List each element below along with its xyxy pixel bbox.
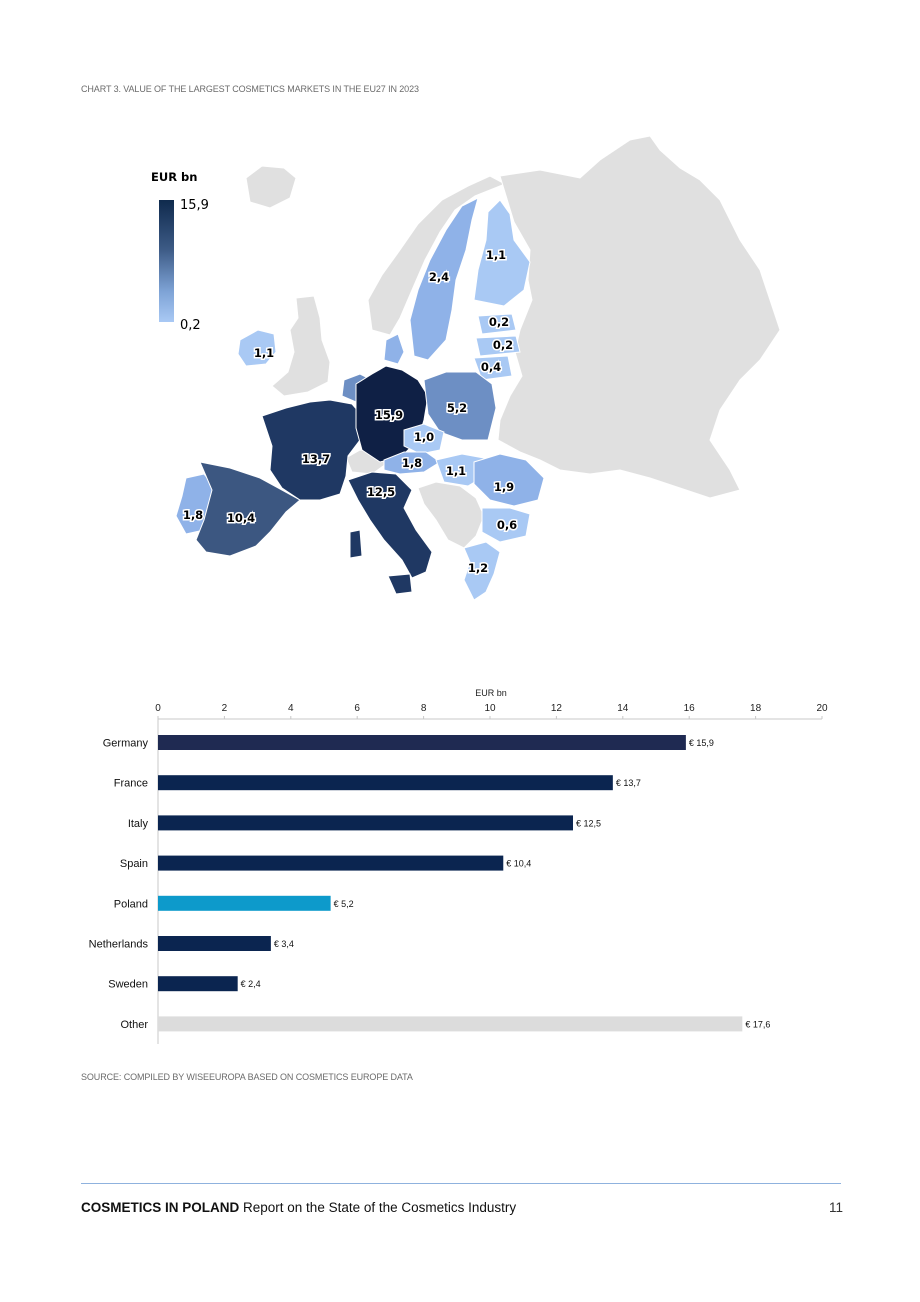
x-tick-label: 14 xyxy=(617,703,629,714)
category-label: Other xyxy=(120,1019,148,1031)
map-label-ireland: 1,1 xyxy=(254,346,274,360)
czechia-shape xyxy=(403,423,445,455)
map-label-lithuania: 0,4 xyxy=(481,360,501,374)
italy-shape xyxy=(347,471,433,579)
map-label-germany: 15,9 xyxy=(375,408,403,422)
balkans-shape xyxy=(417,481,485,549)
bar-france xyxy=(158,775,613,791)
non-eu-land xyxy=(245,135,781,549)
sweden-shape xyxy=(409,197,479,361)
bar-spain xyxy=(158,855,504,871)
category-label: Sweden xyxy=(108,979,148,991)
data-label: € 13,7 xyxy=(616,778,641,788)
sardinia-shape xyxy=(349,529,363,559)
data-label: € 3,4 xyxy=(274,939,294,949)
map-label-italy: 12,5 xyxy=(367,485,395,499)
data-label: € 10,4 xyxy=(506,859,531,869)
source-note: SOURCE: COMPILED BY WISEEUROPA BASED ON … xyxy=(81,1072,413,1082)
data-label: € 5,2 xyxy=(334,899,354,909)
map-label-portugal: 1,8 xyxy=(183,508,203,522)
bar-netherlands xyxy=(158,936,271,951)
x-axis-title: EUR bn xyxy=(475,688,507,698)
data-label: € 15,9 xyxy=(689,738,714,748)
map-label-spain: 10,4 xyxy=(227,511,255,525)
bar-germany xyxy=(158,735,686,750)
x-axis-ticks: 0 2 4 6 8 10 12 14 16 18 20 xyxy=(155,703,828,719)
legend-color-scale xyxy=(159,200,174,322)
map-label-czechia: 1,0 xyxy=(414,430,434,444)
x-tick-label: 4 xyxy=(288,703,294,714)
legend-min-value: 0,2 xyxy=(180,318,201,333)
bar-other xyxy=(158,1016,743,1032)
map-label-romania: 1,9 xyxy=(494,480,514,494)
data-label: € 17,6 xyxy=(745,1019,770,1029)
data-label: € 12,5 xyxy=(576,818,601,828)
bulgaria-shape xyxy=(481,507,531,543)
bar-italy xyxy=(158,815,573,831)
category-label: Germany xyxy=(103,738,149,750)
ireland-shape xyxy=(237,329,277,367)
x-tick-label: 18 xyxy=(750,703,762,714)
map-label-bulgaria: 0,6 xyxy=(497,518,517,532)
map-label-sweden: 2,4 xyxy=(429,270,449,284)
footer-divider xyxy=(81,1183,841,1184)
x-tick-label: 12 xyxy=(551,703,563,714)
spain-shape xyxy=(195,461,301,557)
x-tick-label: 0 xyxy=(155,703,161,714)
sicily-shape xyxy=(387,573,413,595)
x-tick-label: 8 xyxy=(421,703,427,714)
footer-brand: COSMETICS IN POLAND xyxy=(81,1200,240,1215)
bar-sweden xyxy=(158,976,238,992)
legend-title: EUR bn xyxy=(151,170,198,184)
category-label: Netherlands xyxy=(89,939,149,951)
finland-shape xyxy=(473,199,531,307)
page-number: 11 xyxy=(829,1200,844,1215)
eu-countries xyxy=(175,197,545,601)
map-label-finland: 1,1 xyxy=(486,248,506,262)
austria-shape xyxy=(383,451,441,475)
denmark-shape xyxy=(383,333,405,365)
data-label: € 2,4 xyxy=(241,979,261,989)
bar-poland xyxy=(158,895,331,911)
map-label-greece: 1,2 xyxy=(468,561,488,575)
footer-title: COSMETICS IN POLAND Report on the State … xyxy=(81,1200,516,1215)
bars: Germany € 15,9 France € 13,7 Italy € 12,5 Spai… xyxy=(89,735,770,1032)
map-label-hungary: 1,1 xyxy=(446,464,466,478)
uk-shape xyxy=(271,295,331,397)
map-label-poland: 5,2 xyxy=(447,401,467,415)
iceland-shape xyxy=(245,165,297,209)
legend-max-value: 15,9 xyxy=(180,198,209,213)
category-label: France xyxy=(114,778,148,790)
category-label: Italy xyxy=(128,818,149,830)
east-shape xyxy=(497,135,781,499)
romania-shape xyxy=(473,453,545,507)
x-tick-label: 6 xyxy=(354,703,360,714)
chart-caption: CHART 3. VALUE OF THE LARGEST COSMETICS … xyxy=(81,84,419,94)
map-label-estonia: 0,2 xyxy=(489,315,509,329)
category-label: Spain xyxy=(120,858,148,870)
x-tick-label: 16 xyxy=(684,703,696,714)
map-label-latvia: 0,2 xyxy=(493,338,513,352)
estonia-shape xyxy=(477,313,517,335)
lithuania-shape xyxy=(473,355,513,381)
x-tick-label: 20 xyxy=(816,703,828,714)
europe-choropleth-map: 15,9 13,7 12,5 10,4 5,2 2,4 1,9 1,8 1,8 1,2 1,1 1,1… xyxy=(175,135,781,601)
footer-subtitle: Report on the State of the Cosmetics Ind… xyxy=(239,1200,517,1215)
map-label-austria: 1,8 xyxy=(402,456,422,470)
france-shape xyxy=(261,399,367,501)
map-label-france: 13,7 xyxy=(302,452,330,466)
latvia-shape xyxy=(475,335,521,357)
map-value-labels: 15,9 13,7 12,5 10,4 5,2 2,4 1,9 1,8 1,8 1,2 1,1 1,1… xyxy=(181,247,518,577)
bar-chart: EUR bn 0 2 4 6 8 10 12 14 16 18 20 Germany € 15,9 Fr… xyxy=(89,688,828,1044)
x-tick-label: 10 xyxy=(484,703,496,714)
greece-shape xyxy=(463,541,501,601)
x-tick-label: 2 xyxy=(222,703,228,714)
poland-shape xyxy=(423,371,497,441)
category-label: Poland xyxy=(114,898,148,910)
